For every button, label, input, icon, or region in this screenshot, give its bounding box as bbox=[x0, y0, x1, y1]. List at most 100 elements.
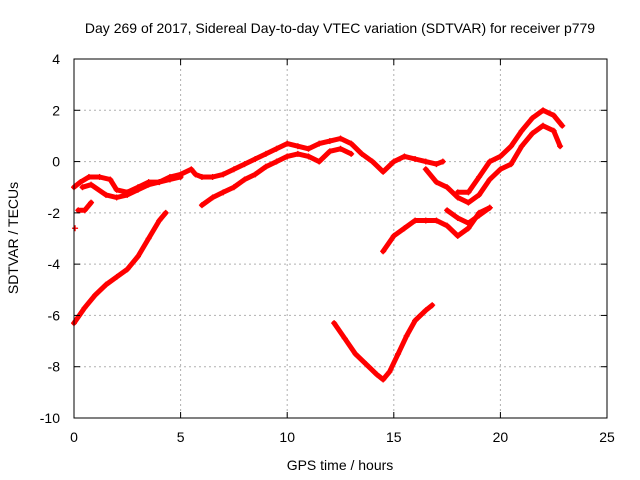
data-point bbox=[433, 217, 440, 224]
series-arc-diagonal bbox=[71, 209, 169, 327]
data-point bbox=[380, 168, 387, 175]
data-point bbox=[273, 158, 280, 165]
series-line bbox=[380, 205, 493, 254]
data-point bbox=[134, 253, 141, 260]
data-point bbox=[88, 181, 95, 188]
data-point bbox=[209, 173, 216, 180]
data-point bbox=[162, 209, 169, 216]
data-point bbox=[412, 156, 419, 163]
tick-layer: 0 5 10 15 20 25 -10 -8 -6 -4 -2 0 2 4 bbox=[40, 51, 615, 445]
data-point bbox=[241, 176, 248, 183]
data-point bbox=[465, 199, 472, 206]
plot-frame bbox=[73, 58, 608, 419]
data-point bbox=[156, 179, 163, 186]
data-point bbox=[241, 161, 248, 168]
data-point bbox=[273, 145, 280, 152]
data-point bbox=[429, 302, 436, 309]
data-point bbox=[230, 184, 237, 191]
data-point bbox=[380, 376, 387, 383]
x-tick-label: 20 bbox=[493, 429, 509, 445]
y-tick-label: -4 bbox=[48, 256, 61, 272]
data-point bbox=[395, 350, 402, 357]
data-point bbox=[540, 122, 547, 129]
y-tick-label: 4 bbox=[52, 51, 60, 67]
data-point bbox=[476, 191, 483, 198]
data-point bbox=[348, 150, 355, 157]
data-point bbox=[444, 222, 451, 229]
data-point bbox=[81, 304, 88, 311]
grid-layer bbox=[74, 59, 607, 418]
data-point bbox=[96, 173, 103, 180]
data-point bbox=[326, 138, 333, 145]
series-layer bbox=[71, 107, 566, 383]
data-point bbox=[305, 145, 312, 152]
series-line bbox=[80, 174, 184, 200]
data-point bbox=[352, 350, 359, 357]
data-point bbox=[422, 158, 429, 165]
data-point bbox=[252, 171, 259, 178]
data-point bbox=[88, 199, 95, 206]
data-point bbox=[486, 176, 493, 183]
data-point bbox=[412, 317, 419, 324]
data-point bbox=[262, 163, 269, 170]
x-tick-label: 25 bbox=[599, 429, 615, 445]
data-point bbox=[177, 173, 184, 180]
y-tick-label: -6 bbox=[48, 307, 61, 323]
data-point bbox=[403, 332, 410, 339]
data-point bbox=[209, 194, 216, 201]
data-point bbox=[337, 145, 344, 152]
data-point bbox=[465, 189, 472, 196]
data-point bbox=[145, 181, 152, 188]
data-point bbox=[380, 248, 387, 255]
data-point bbox=[198, 173, 205, 180]
data-point bbox=[476, 209, 483, 216]
series-line bbox=[199, 146, 354, 208]
data-point bbox=[497, 153, 504, 160]
data-point bbox=[433, 161, 440, 168]
data-point bbox=[230, 166, 237, 173]
x-tick-label: 5 bbox=[177, 429, 185, 445]
data-point bbox=[454, 232, 461, 239]
series-arc-main-upper bbox=[71, 135, 446, 196]
series-arc-right-low bbox=[422, 122, 564, 206]
chart-title: Day 269 of 2017, Sidereal Day-to-day VTE… bbox=[85, 20, 595, 36]
series-isolated bbox=[72, 225, 79, 232]
data-point bbox=[444, 207, 451, 214]
series-line bbox=[71, 210, 169, 326]
data-point bbox=[166, 176, 173, 183]
data-point bbox=[192, 171, 199, 178]
data-point bbox=[390, 232, 397, 239]
data-point bbox=[102, 191, 109, 198]
data-point bbox=[316, 140, 323, 147]
data-point bbox=[386, 368, 393, 375]
data-point bbox=[81, 207, 88, 214]
data-point bbox=[107, 176, 114, 183]
data-point bbox=[220, 189, 227, 196]
data-point bbox=[331, 320, 338, 327]
data-point bbox=[341, 335, 348, 342]
data-point bbox=[113, 186, 120, 193]
series-arc-mid-band bbox=[198, 145, 355, 209]
series-arc-v-shape bbox=[331, 302, 436, 383]
data-point bbox=[550, 112, 557, 119]
data-point bbox=[294, 150, 301, 157]
series-line bbox=[423, 123, 563, 206]
data-point bbox=[284, 140, 291, 147]
data-point bbox=[124, 191, 131, 198]
data-point bbox=[529, 114, 536, 121]
data-point bbox=[422, 307, 429, 314]
data-point bbox=[284, 153, 291, 160]
y-tick-label: 2 bbox=[52, 102, 60, 118]
data-point bbox=[454, 214, 461, 221]
data-point bbox=[433, 179, 440, 186]
data-point bbox=[77, 179, 84, 186]
series-line bbox=[455, 107, 565, 195]
data-point bbox=[348, 140, 355, 147]
data-point bbox=[72, 225, 79, 232]
data-point bbox=[113, 194, 120, 201]
data-point bbox=[401, 225, 408, 232]
data-point bbox=[79, 184, 86, 191]
data-point bbox=[369, 158, 376, 165]
data-point bbox=[75, 207, 82, 214]
